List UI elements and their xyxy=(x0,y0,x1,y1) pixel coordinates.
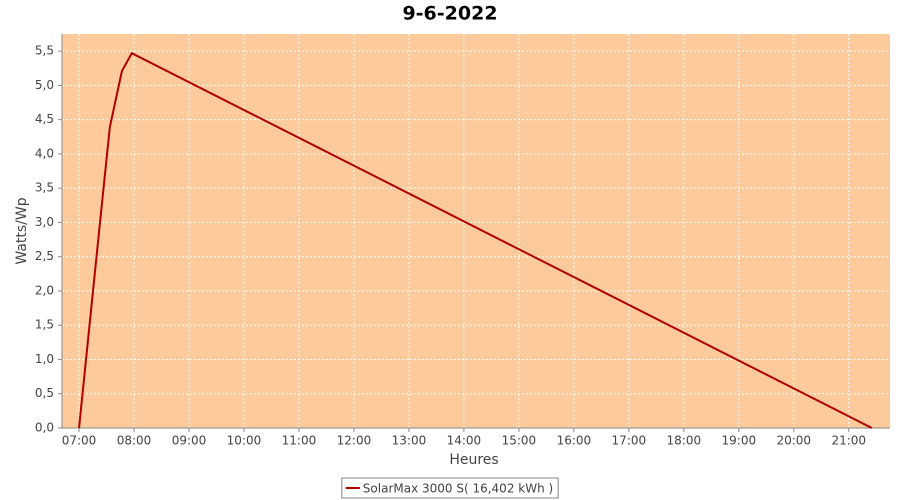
y-tick-label: 3,5 xyxy=(35,181,54,195)
x-tick-label: 15:00 xyxy=(502,434,537,448)
x-tick-label: 17:00 xyxy=(612,434,647,448)
y-tick-label: 0,5 xyxy=(35,386,54,400)
x-tick-label: 08:00 xyxy=(117,434,152,448)
y-tick-label: 5,0 xyxy=(35,78,54,92)
x-tick-label: 14:00 xyxy=(447,434,482,448)
legend-box xyxy=(341,477,559,499)
x-tick-label: 19:00 xyxy=(722,434,757,448)
y-tick-label: 2,0 xyxy=(35,283,54,297)
legend-label: SolarMax 3000 S( 16,402 kWh ) xyxy=(363,482,553,496)
x-tick-label: 07:00 xyxy=(62,434,97,448)
chart-title: 9-6-2022 xyxy=(402,3,497,25)
y-tick-label: 0,0 xyxy=(35,421,54,435)
x-tick-label: 21:00 xyxy=(831,434,866,448)
data-line xyxy=(78,51,873,429)
y-tick-label: 4,5 xyxy=(35,112,54,126)
x-axis-label: Heures xyxy=(449,452,498,468)
y-tick-label: 3,0 xyxy=(35,215,54,229)
x-tick-label: 11:00 xyxy=(282,434,317,448)
y-axis-label: Watts/Wp xyxy=(14,197,30,264)
x-tick-label: 12:00 xyxy=(337,434,372,448)
x-tick-label: 09:00 xyxy=(172,434,207,448)
x-tick-label: 10:00 xyxy=(227,434,262,448)
y-tick-label: 4,0 xyxy=(35,146,54,160)
x-tick-label: 16:00 xyxy=(557,434,592,448)
x-tick-label: 18:00 xyxy=(667,434,702,448)
x-tick-label: 20:00 xyxy=(776,434,811,448)
x-tick-label: 13:00 xyxy=(392,434,427,448)
plot-area xyxy=(62,34,890,428)
y-tick-label: 1,0 xyxy=(35,352,54,366)
y-tick-label: 5,5 xyxy=(35,44,54,58)
y-tick-label: 1,5 xyxy=(35,318,54,332)
y-tick-label: 2,5 xyxy=(35,249,54,263)
